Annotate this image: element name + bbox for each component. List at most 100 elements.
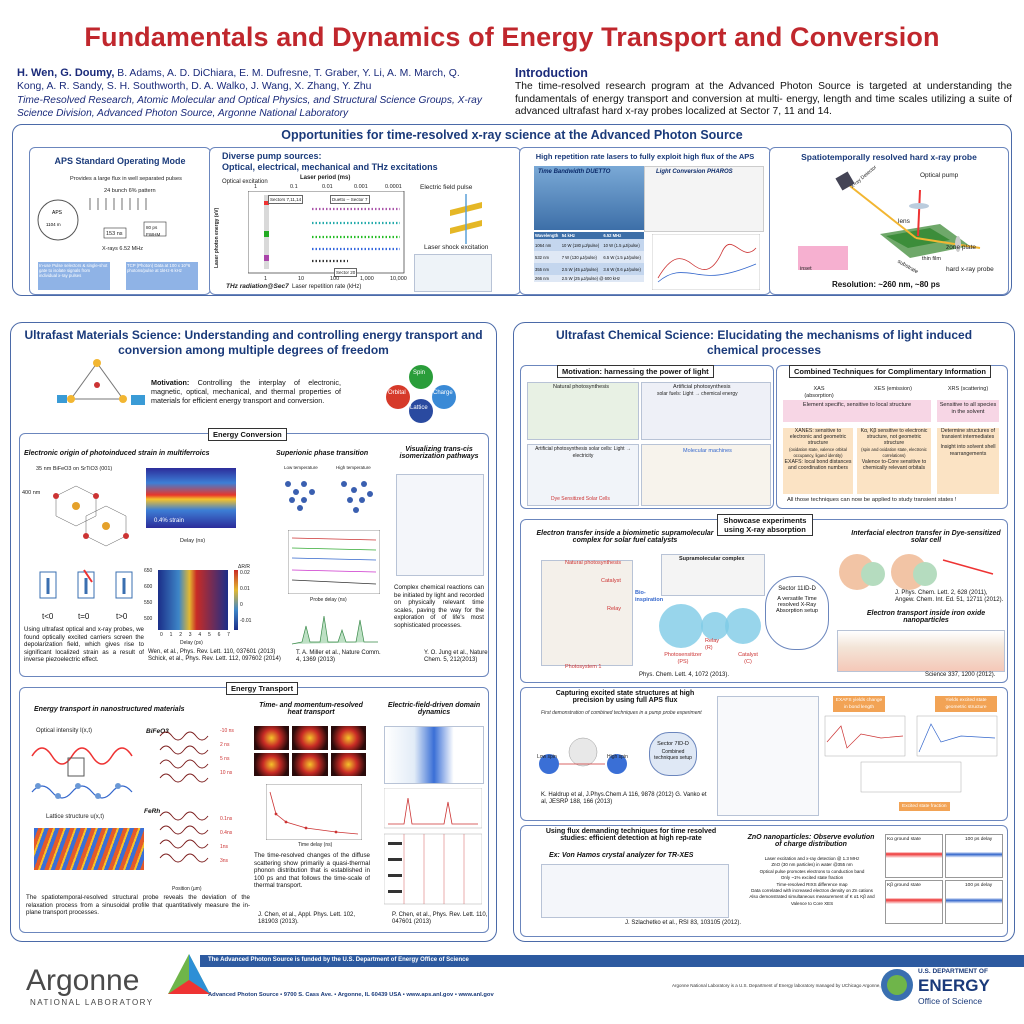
pump-title-1: Diverse pump sources: [222,151,322,161]
table-head-54: 54 kHz [561,233,575,238]
bunch-pattern: 24 bunch 6% pattern [104,188,156,194]
charge-label: Charge [433,390,453,396]
doe-seal-icon [881,969,913,1001]
table-row-532: 532 nm [535,254,549,260]
sector-11-label: Sector 11ID-D [778,586,816,592]
ns-label: 153 ns [106,231,123,237]
valence-text: Valence to-Core sensitive to chemically … [861,459,927,472]
ec2-diffraction [291,615,378,645]
aps-circ: 1104 m [46,222,61,227]
xanes-info: XANES: sensitive to electronic and geome… [783,428,853,494]
relay-label: Relay [607,606,622,612]
capturing-subtitle: First demonstration of combined techniqu… [541,710,702,716]
electric-field-icon [450,194,482,244]
et1-wave-diagram [31,747,133,799]
et2-diffuse-images [254,726,366,776]
ec2-title: Superionic phase transition [276,450,369,457]
lens-label: lens [898,218,910,225]
science-ref: Science 337, 1200 (2012). [925,672,996,678]
et1-optical: Optical intensity I(x,t) [36,728,93,734]
ps1-label: Photosystem 1 [565,664,602,670]
flux-panel: Using flux demanding techniques for time… [520,825,1008,937]
xrs-header: XRS (scattering) [947,386,989,392]
et2-decay-plot [266,784,362,840]
et1-time-3: 10 ns [220,770,233,776]
table-row-355: 355 nm [535,266,549,272]
materials-heading: Ultrafast Materials Science: Understandi… [24,328,483,357]
ec1-xtick: 6 [217,632,221,638]
motivation-light-title: Motivation: harnessing the power of ligh… [557,365,714,378]
zno-line: Also demonstrated simultaneous measureme… [749,894,875,906]
et1-time-1: 2 ns [220,742,230,748]
laser-shock-label: Laser shock excitation [424,244,489,251]
sector-7-11-14-label: Sectors 7,11,14 [268,195,304,204]
ec2-ref: T. A. Miller et al., Nature Comm. 4, 136… [296,650,381,663]
showcase-panel: Showcase experiments using X-ray absorpt… [520,514,1008,683]
elem-specific: Element specific, sensitive to local str… [783,400,931,422]
sector-7-box: Sector 7ID-D Combined techniques setup [649,732,697,776]
et1-position: Position (µm) [172,886,202,892]
ec1-cbar-1: 0.01 [240,586,250,592]
iron-oxide-title: Electron transport inside iron oxide nan… [866,610,986,624]
ec2-structures [285,481,373,513]
ec1-xtick: 4 [198,632,202,638]
capturing-title: Capturing excited state structures at hi… [555,690,695,704]
ec1-cbar-label: ΔR/R [238,564,250,570]
pump-rate-chart [248,191,405,274]
natural-photosynthesis-image [527,382,639,440]
ec1-strain: 0.4% strain [154,518,185,524]
kb-delay-label: 100 ps delay [965,883,993,888]
ec1-heatmap [146,468,236,528]
lattice-label: Lattice [410,405,428,411]
zno-lines: Laser excitation and x-ray detection @ 1… [745,856,879,907]
ec1-cbar-0: 0.02 [240,570,250,576]
pharos-label: Light Conversion PHAROS [656,169,733,175]
cat2-label: Catalyst (C) [738,652,758,665]
et3-title: Electric-field-driven domain dynamics [387,702,481,716]
intro-heading: Introduction [515,66,588,80]
footer-band [200,955,1024,967]
period-tick-2: 0.01 [322,184,333,190]
et2-img [292,752,328,776]
aps-mode-panel: APS Standard Operating Mode Provides a l… [29,147,211,295]
ap-label: Artificial photosynthesis [673,384,731,390]
table-cell: 6.5 W (1.5 µJ/pulse) [603,254,641,260]
et3-ref: P. Chen, et al., Phys. Rev. Lett. 110, 0… [392,912,488,925]
argonne-wordmark: Argonne [26,964,140,997]
ec1-sample: 35 nm BiFeO3 on SrTiO3 (001) [36,466,113,472]
ec1-spectral-map [158,570,228,630]
et2-time-label: Time delay (ns) [298,842,333,848]
von-hamos-diagram [541,864,729,918]
duetto-label: Time Bandwidth DUETTO [538,169,611,175]
ec2-high-t: High temperature [336,465,371,470]
ec1-cbar-2: 0 [240,602,243,608]
et2-img [330,726,366,750]
ec1-title: Electronic origin of photoinduced strain… [24,450,210,457]
ec1-400nm: 400 nm [22,490,41,496]
ec1-xtick: 5 [207,632,211,638]
kb-delay-panel [945,880,1003,924]
ka-delay-panel [945,834,1003,878]
et2-text: The time-resolved changes of the diffuse… [254,852,370,890]
ec1-cbar-3: -0.01 [240,618,252,624]
sector-7-label: Sector 7ID-D [657,741,689,747]
xdiff-label: Yields excited state geometric structure [935,696,997,712]
poster-title: Fundamentals and Dynamics of Energy Tran… [84,22,940,52]
ka-delay-label: 100 ps delay [965,837,993,842]
energy-transport-box: Energy Transport Energy transport in nan… [19,682,489,933]
ec2-probe-delay: Probe delay (ns) [310,597,347,603]
ec1-xtick: 0 [160,632,163,638]
ec3-title: Visualizing trans-cis isomerization path… [399,446,479,460]
combined-techniques-title: Combined Techniques for Complimentary In… [789,365,991,378]
et1-title: Energy transport in nanostructured mater… [34,706,185,713]
pump-x-tick-0: 1 [264,276,268,282]
aps-info-2: TCP (Photon) Data at 100 x 10^6 photons/… [126,262,198,290]
et2-img [254,726,290,750]
et1-ferh: FeRh [144,808,161,815]
optical-excitation-label: Optical excitation [222,179,268,185]
supramolecular-complex-image [661,554,765,596]
ec1-cbar [234,570,238,630]
table-row-266: 266 nm [535,276,549,281]
duetto-photo [534,166,644,230]
